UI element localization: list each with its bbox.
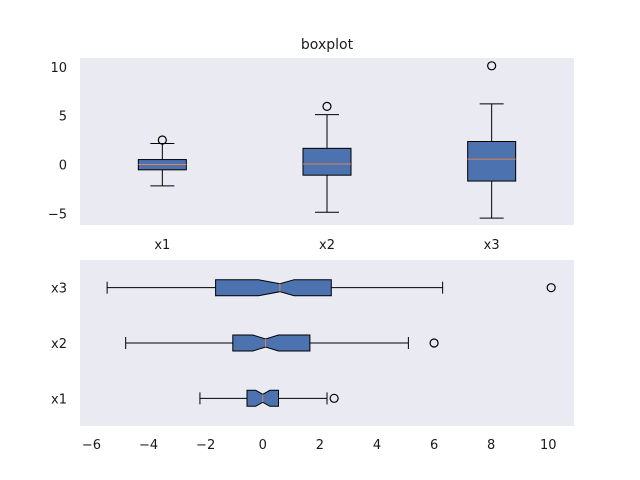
x-tick-label: 2 xyxy=(316,438,324,453)
box-x1 xyxy=(137,135,187,187)
notched-box-x3 xyxy=(106,279,556,297)
outlier-point xyxy=(429,338,439,348)
x-tick-label: −2 xyxy=(196,438,215,453)
y-tick-label: 5 xyxy=(59,110,67,125)
notched-box-x2 xyxy=(125,334,439,352)
outlier-point xyxy=(157,135,167,145)
y-tick-label: x1 xyxy=(51,392,67,407)
y-tick-label: x2 xyxy=(51,337,67,352)
bottom-x-tick-labels: −6 −4 −2 0 2 4 6 8 10 xyxy=(82,438,557,453)
bottom-y-tick-labels: x1 x2 x3 xyxy=(51,282,67,408)
x-tick-label: x2 xyxy=(319,238,335,253)
x-tick-label: 0 xyxy=(259,438,267,453)
box-body xyxy=(215,279,332,297)
bottom-box-marks xyxy=(106,279,556,407)
top-boxplot-panel: boxplot −5 0 5 10 x1 x2 x3 xyxy=(48,37,574,253)
box-body xyxy=(232,334,311,352)
box-body xyxy=(467,141,517,182)
box-body xyxy=(302,147,352,176)
x-tick-label: 8 xyxy=(487,438,495,453)
y-tick-label: 10 xyxy=(50,61,67,76)
chart-title: boxplot xyxy=(301,37,354,53)
notched-box-x1 xyxy=(199,389,339,407)
top-box-marks xyxy=(137,61,517,219)
top-x-tick-labels: x1 x2 x3 xyxy=(154,238,499,253)
outlier-point xyxy=(546,283,556,293)
y-tick-label: 0 xyxy=(59,158,67,173)
x-tick-label: x1 xyxy=(154,238,170,253)
top-y-tick-labels: −5 0 5 10 xyxy=(48,61,67,222)
box-x3 xyxy=(467,61,517,219)
x-tick-label: x3 xyxy=(484,238,500,253)
x-tick-label: 4 xyxy=(373,438,381,453)
x-tick-label: −6 xyxy=(82,438,101,453)
y-tick-label: x3 xyxy=(51,282,67,297)
bottom-boxplot-panel: x1 x2 x3 −6 −4 −2 0 2 4 6 8 10 xyxy=(51,260,574,453)
x-tick-label: −4 xyxy=(139,438,158,453)
outlier-point xyxy=(487,61,497,71)
outlier-point xyxy=(322,101,332,111)
box-x2 xyxy=(302,101,352,213)
y-tick-label: −5 xyxy=(48,207,67,222)
x-tick-label: 6 xyxy=(430,438,438,453)
x-tick-label: 10 xyxy=(540,438,557,453)
outlier-point xyxy=(329,393,339,403)
